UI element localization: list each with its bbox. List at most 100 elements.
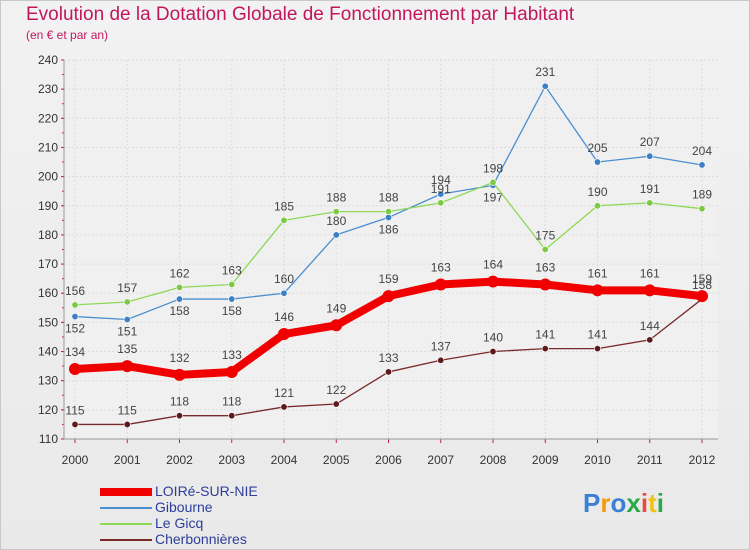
data-label: 132	[169, 351, 189, 365]
data-label: 204	[692, 144, 712, 158]
data-point	[698, 161, 706, 169]
x-tick-label: 2008	[480, 453, 507, 467]
data-point	[332, 400, 340, 408]
y-tick-label: 140	[38, 345, 58, 359]
data-point	[593, 202, 601, 210]
data-point	[437, 356, 445, 364]
data-label: 205	[587, 141, 607, 155]
data-label: 118	[170, 395, 189, 409]
data-label: 198	[483, 161, 503, 175]
data-point	[280, 216, 288, 224]
data-point	[228, 295, 236, 303]
y-tick-label: 150	[38, 315, 58, 329]
data-point	[71, 313, 79, 321]
plot-area	[64, 60, 718, 439]
data-point	[646, 336, 654, 344]
data-point	[228, 280, 236, 288]
y-tick-label: 130	[38, 374, 58, 388]
data-label: 121	[274, 386, 294, 400]
data-label: 122	[326, 383, 346, 397]
data-point	[434, 278, 447, 291]
y-tick-label: 180	[38, 228, 58, 242]
logo-letter: x	[626, 488, 641, 518]
data-label: 151	[117, 324, 137, 338]
logo-letter: i	[640, 488, 649, 518]
data-point	[173, 368, 186, 381]
data-point	[643, 284, 656, 297]
data-label: 115	[118, 403, 137, 417]
data-point	[228, 412, 236, 420]
proxiti-logo: Proxiti	[583, 488, 664, 519]
data-point	[593, 158, 601, 166]
data-point	[121, 360, 134, 373]
logo-letter: o	[610, 488, 627, 518]
x-tick-label: 2006	[375, 453, 402, 467]
logo-letter: P	[583, 488, 601, 518]
data-label: 135	[117, 342, 137, 356]
x-tick-label: 2010	[584, 453, 611, 467]
data-point	[646, 199, 654, 207]
y-tick-label: 190	[38, 199, 58, 213]
data-point	[593, 345, 601, 353]
y-tick-label: 110	[39, 432, 58, 446]
y-tick-label: 230	[38, 82, 58, 96]
data-label: 156	[65, 284, 85, 298]
data-label: 186	[378, 222, 398, 236]
x-tick-label: 2011	[637, 453, 663, 467]
legend-label: LOIRé-SUR-NIE	[155, 483, 258, 499]
legend-swatch	[100, 539, 152, 541]
data-label: 160	[274, 272, 294, 286]
data-label: 185	[274, 199, 294, 213]
data-label: 141	[535, 328, 555, 342]
data-point	[384, 213, 392, 221]
data-label: 133	[222, 348, 242, 362]
data-label: 134	[65, 345, 85, 359]
data-point	[176, 295, 184, 303]
data-label: 189	[692, 188, 712, 202]
data-label: 159	[692, 272, 712, 286]
data-label: 118	[222, 395, 241, 409]
y-tick-label: 200	[38, 170, 58, 184]
x-tick-label: 2012	[689, 453, 716, 467]
legend-label: Gibourne	[155, 499, 213, 515]
x-tick-label: 2002	[166, 453, 193, 467]
data-point	[176, 283, 184, 291]
y-tick-label: 160	[38, 286, 58, 300]
x-tick-label: 2009	[532, 453, 559, 467]
data-label: 133	[378, 351, 398, 365]
data-label: 149	[326, 301, 346, 315]
data-label: 163	[222, 263, 242, 277]
data-point	[384, 368, 392, 376]
data-point	[539, 278, 552, 291]
y-tick-label: 220	[38, 111, 58, 125]
data-label: 164	[483, 258, 503, 272]
data-point	[71, 420, 79, 428]
data-point	[646, 152, 654, 160]
data-point	[384, 208, 392, 216]
data-label: 207	[640, 135, 660, 149]
data-point	[382, 290, 395, 303]
data-label: 163	[535, 260, 555, 274]
data-label: 188	[378, 191, 398, 205]
logo-letter: t	[648, 488, 657, 518]
data-point	[278, 328, 290, 341]
data-point	[437, 199, 445, 207]
y-tick-label: 170	[38, 257, 58, 271]
data-point	[123, 420, 131, 428]
data-label: 158	[222, 304, 242, 318]
data-label: 191	[640, 182, 660, 196]
data-label: 191	[431, 182, 451, 196]
data-label: 161	[640, 266, 660, 280]
data-label: 231	[535, 65, 555, 79]
data-point	[280, 403, 288, 411]
data-label: 159	[378, 272, 398, 286]
data-point	[225, 365, 238, 378]
data-point	[123, 315, 131, 323]
data-label: 115	[65, 403, 84, 417]
data-point	[696, 290, 708, 303]
x-tick-label: 2001	[114, 453, 141, 467]
data-point	[280, 289, 288, 297]
data-point	[330, 319, 343, 332]
data-point	[489, 348, 497, 356]
data-point	[487, 275, 499, 288]
